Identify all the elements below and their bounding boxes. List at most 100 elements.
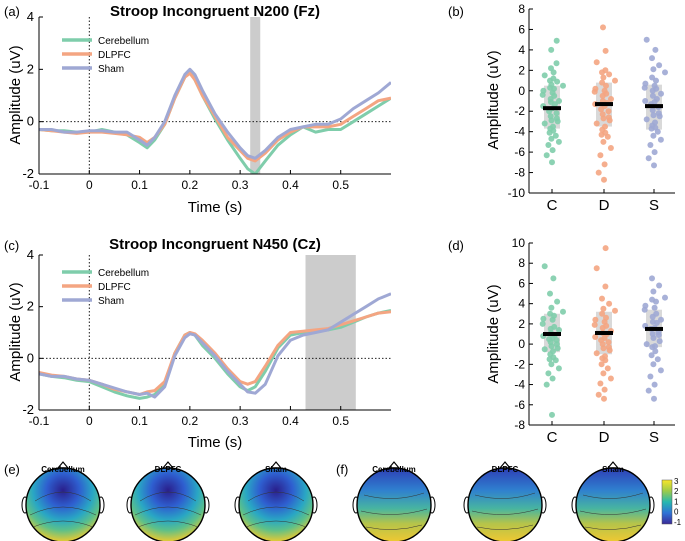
data-point bbox=[599, 111, 606, 118]
topomap-label: DLPFC bbox=[492, 465, 519, 474]
data-point bbox=[547, 290, 553, 297]
topomap-sham: Sham bbox=[571, 461, 655, 541]
category-label: D bbox=[599, 429, 610, 446]
data-point bbox=[649, 92, 656, 99]
data-point bbox=[648, 352, 655, 359]
data-point bbox=[547, 310, 554, 317]
y-tick-label: 6 bbox=[518, 22, 525, 36]
data-point bbox=[649, 318, 656, 325]
data-point bbox=[651, 82, 658, 89]
panel-label-c: (c) bbox=[4, 238, 19, 253]
y-axis-label: Amplitude (uV) bbox=[485, 284, 502, 383]
data-point bbox=[555, 365, 562, 372]
y-tick-label: -2 bbox=[514, 357, 525, 371]
data-point bbox=[649, 107, 656, 114]
legend-label-sham: Sham bbox=[98, 64, 124, 75]
data-point bbox=[654, 356, 661, 363]
data-point bbox=[651, 149, 658, 156]
chart-title: Stroop Incongruent N450 (Cz) bbox=[109, 236, 321, 253]
colorbar-tick-label: 3 bbox=[674, 477, 679, 486]
data-point bbox=[652, 119, 658, 126]
data-point bbox=[649, 275, 655, 282]
data-point bbox=[601, 176, 607, 183]
data-point bbox=[649, 331, 656, 337]
data-point bbox=[603, 314, 609, 321]
y-axis-label: Amplitude (uV) bbox=[485, 50, 502, 149]
x-tick-label: 0.5 bbox=[332, 178, 349, 192]
data-point bbox=[643, 116, 650, 123]
data-point bbox=[550, 348, 556, 355]
category-label: C bbox=[547, 429, 558, 446]
series-line-sham bbox=[39, 292, 391, 399]
mean-marker-D bbox=[595, 102, 613, 107]
y-tick-label: -2 bbox=[22, 402, 34, 417]
y-tick-label: 0 bbox=[27, 350, 34, 365]
mean-marker-C bbox=[543, 106, 561, 111]
data-point bbox=[649, 55, 655, 62]
y-tick-label: 0 bbox=[27, 114, 34, 129]
y-tick-label: 2 bbox=[27, 61, 34, 76]
data-point bbox=[560, 82, 566, 89]
mean-marker-C bbox=[543, 332, 561, 336]
data-point bbox=[649, 74, 656, 81]
data-point bbox=[553, 37, 560, 44]
data-point bbox=[606, 71, 613, 78]
data-point bbox=[601, 386, 608, 393]
data-point bbox=[593, 59, 600, 66]
data-point bbox=[548, 46, 555, 53]
panel-e: Cerebellum DLPFC Sham bbox=[21, 461, 318, 541]
x-tick-label: 0.2 bbox=[182, 178, 199, 192]
topomap-label: DLPFC bbox=[155, 465, 182, 474]
data-point bbox=[645, 387, 652, 394]
data-point bbox=[548, 65, 554, 72]
data-point bbox=[591, 321, 598, 328]
data-point bbox=[650, 361, 657, 368]
data-point bbox=[601, 161, 608, 168]
data-point bbox=[592, 334, 599, 340]
y-tick-label: 4 bbox=[518, 297, 525, 311]
x-tick-label: 0.1 bbox=[131, 178, 148, 192]
mean-marker-D bbox=[595, 330, 613, 335]
category-label: S bbox=[649, 197, 659, 214]
data-point bbox=[552, 132, 559, 139]
data-point bbox=[652, 343, 658, 350]
data-point bbox=[657, 367, 664, 374]
data-point bbox=[651, 381, 658, 388]
data-point bbox=[592, 85, 599, 92]
data-point bbox=[551, 323, 558, 330]
data-point bbox=[540, 87, 547, 94]
legend-label-dlpfc: DLPFC bbox=[98, 282, 131, 293]
data-point bbox=[549, 411, 555, 418]
data-point bbox=[549, 375, 556, 382]
series-line-dlpfc bbox=[39, 71, 391, 163]
panel-d: -8 -6 -4 -2 0 2 4 6 8 10 C D S Amplitude (uV) bbox=[485, 236, 675, 446]
data-point bbox=[662, 69, 668, 76]
data-point bbox=[543, 381, 550, 388]
data-point bbox=[541, 263, 548, 270]
data-point bbox=[600, 138, 607, 145]
data-point bbox=[560, 308, 566, 315]
data-point bbox=[600, 370, 607, 377]
data-point bbox=[598, 361, 605, 368]
colorbar-gradient bbox=[661, 479, 673, 525]
panel-label-d: (d) bbox=[448, 238, 464, 253]
data-point bbox=[543, 152, 550, 159]
data-point bbox=[550, 275, 557, 282]
data-point bbox=[651, 304, 658, 311]
data-point bbox=[592, 316, 599, 323]
data-point bbox=[607, 375, 614, 382]
y-tick-label: 6 bbox=[518, 276, 525, 290]
data-point bbox=[643, 36, 650, 43]
data-point bbox=[652, 348, 659, 355]
data-point bbox=[643, 341, 650, 348]
colorbar-tick-label: 2 bbox=[674, 487, 679, 496]
y-tick-label: -8 bbox=[514, 166, 525, 180]
data-point bbox=[541, 346, 548, 353]
data-point bbox=[612, 307, 618, 314]
data-point bbox=[602, 353, 608, 360]
y-axis-label: Amplitude (uV) bbox=[7, 45, 24, 144]
data-point bbox=[541, 120, 548, 127]
data-point bbox=[597, 152, 604, 159]
data-point bbox=[651, 162, 657, 169]
data-point bbox=[650, 112, 657, 119]
